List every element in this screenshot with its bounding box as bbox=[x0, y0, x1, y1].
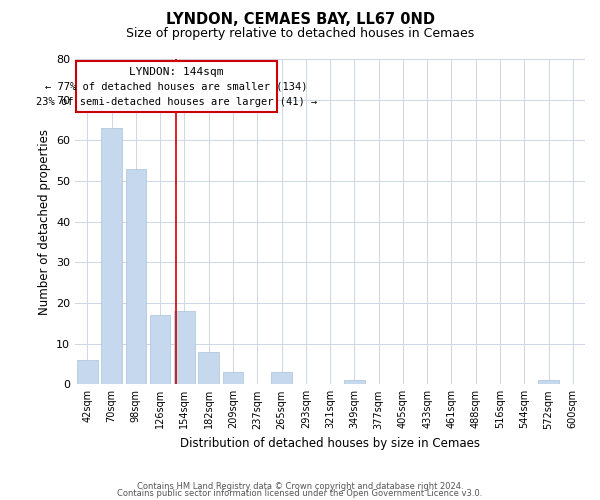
Text: Size of property relative to detached houses in Cemaes: Size of property relative to detached ho… bbox=[126, 28, 474, 40]
Text: LYNDON: 144sqm: LYNDON: 144sqm bbox=[129, 67, 224, 77]
Bar bbox=[77, 360, 98, 384]
Bar bbox=[199, 352, 219, 384]
Text: LYNDON, CEMAES BAY, LL67 0ND: LYNDON, CEMAES BAY, LL67 0ND bbox=[166, 12, 434, 28]
Bar bbox=[174, 311, 195, 384]
Bar bbox=[223, 372, 243, 384]
Text: 23% of semi-detached houses are larger (41) →: 23% of semi-detached houses are larger (… bbox=[36, 96, 317, 106]
Bar bbox=[344, 380, 365, 384]
Bar bbox=[101, 128, 122, 384]
Bar bbox=[125, 169, 146, 384]
Bar bbox=[538, 380, 559, 384]
Text: Contains public sector information licensed under the Open Government Licence v3: Contains public sector information licen… bbox=[118, 490, 482, 498]
Text: ← 77% of detached houses are smaller (134): ← 77% of detached houses are smaller (13… bbox=[45, 82, 308, 92]
FancyBboxPatch shape bbox=[76, 61, 277, 112]
Y-axis label: Number of detached properties: Number of detached properties bbox=[38, 128, 50, 314]
Bar bbox=[271, 372, 292, 384]
Bar bbox=[150, 315, 170, 384]
Text: Contains HM Land Registry data © Crown copyright and database right 2024.: Contains HM Land Registry data © Crown c… bbox=[137, 482, 463, 491]
X-axis label: Distribution of detached houses by size in Cemaes: Distribution of detached houses by size … bbox=[180, 437, 480, 450]
